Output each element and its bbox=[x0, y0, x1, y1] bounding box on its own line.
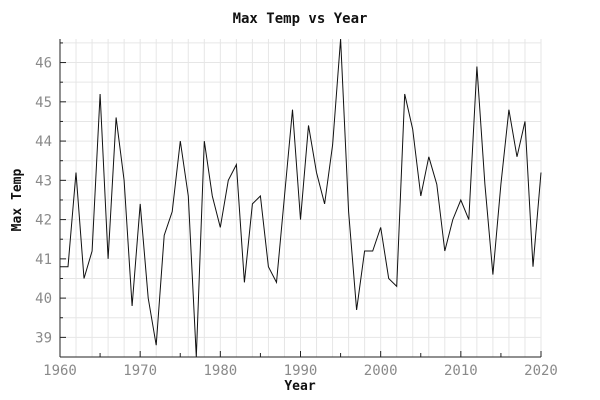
x-tick-label: 1970 bbox=[123, 363, 157, 379]
y-tick-label: 41 bbox=[35, 252, 52, 268]
y-tick-label: 42 bbox=[35, 213, 52, 229]
y-axis-ticks: 39 40 41 42 43 44 45 46 bbox=[35, 42, 66, 358]
series-line bbox=[60, 38, 542, 358]
y-tick-label: 46 bbox=[35, 56, 52, 72]
y-axis-label: Max Temp bbox=[10, 169, 25, 232]
grid-lines bbox=[59, 39, 542, 358]
x-tick-label: 1980 bbox=[203, 363, 237, 379]
y-tick-label: 45 bbox=[35, 95, 52, 111]
chart-title: Max Temp vs Year bbox=[233, 11, 368, 27]
x-axis-label: Year bbox=[284, 379, 315, 394]
y-tick-label: 43 bbox=[35, 173, 52, 189]
y-tick-label: 44 bbox=[35, 134, 52, 150]
y-tick-label: 39 bbox=[35, 330, 52, 346]
x-tick-label: 2000 bbox=[364, 363, 398, 379]
x-tick-label: 2010 bbox=[444, 363, 478, 379]
x-tick-label: 2020 bbox=[524, 363, 558, 379]
x-tick-label: 1960 bbox=[43, 363, 77, 379]
x-tick-label: 1990 bbox=[284, 363, 318, 379]
y-tick-label: 40 bbox=[35, 291, 52, 307]
x-axis-ticks: 1960 1970 1980 1990 2000 2010 2020 bbox=[43, 351, 558, 379]
